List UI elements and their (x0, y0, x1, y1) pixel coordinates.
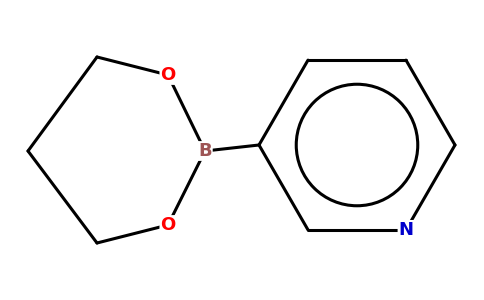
Text: N: N (398, 221, 413, 239)
Text: O: O (160, 66, 176, 84)
Text: B: B (198, 142, 212, 160)
Text: O: O (160, 216, 176, 234)
